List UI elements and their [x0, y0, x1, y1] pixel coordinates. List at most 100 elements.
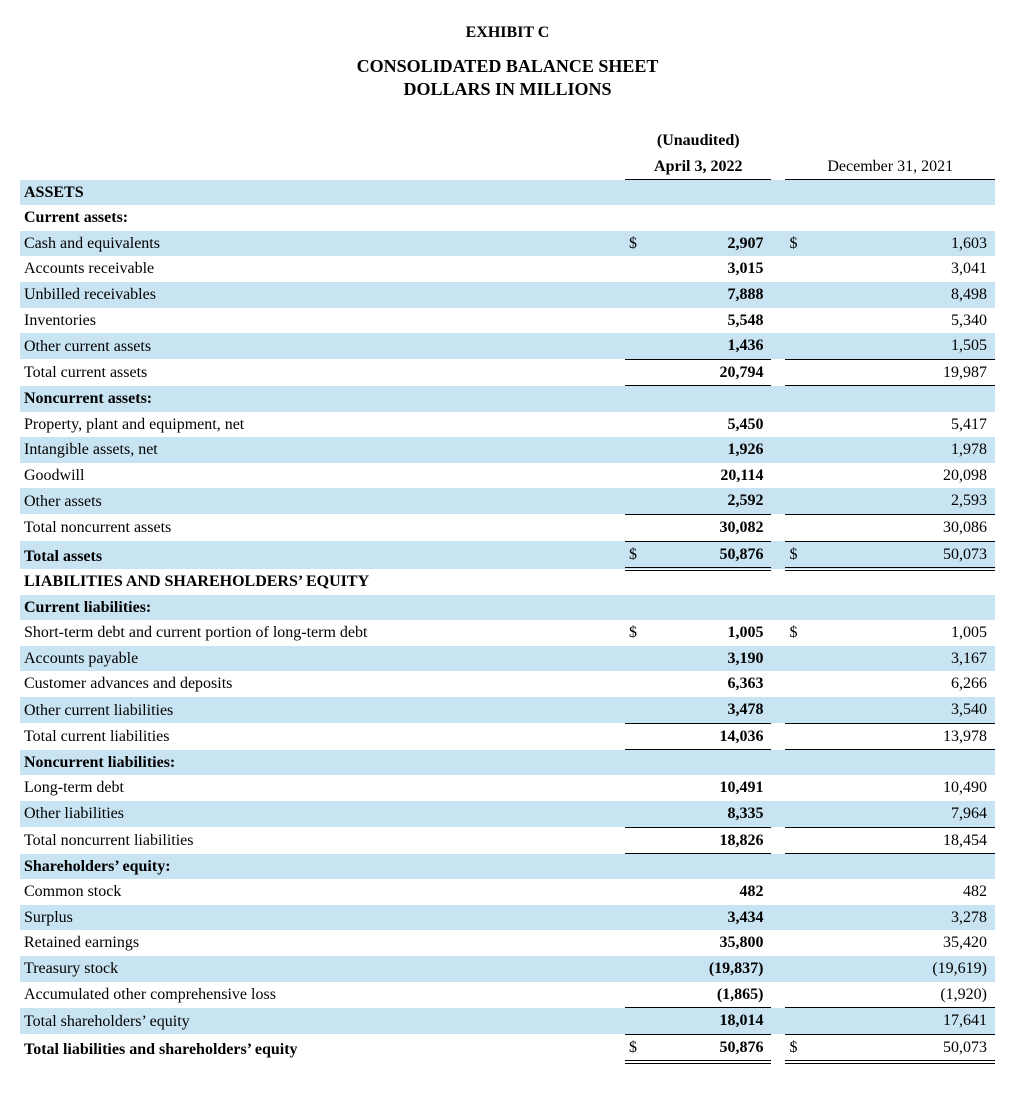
currency-symbol: $: [625, 231, 649, 257]
row-value-1: 50,876: [649, 541, 771, 569]
row-value-2: 20,098: [809, 463, 995, 489]
row-value-1: 20,794: [649, 359, 771, 386]
currency-symbol: $: [785, 620, 809, 646]
row-value-2: 19,987: [809, 359, 995, 386]
row-value-1: 5,450: [649, 412, 771, 438]
row-label: Total noncurrent assets: [20, 514, 625, 541]
row-value-1: 1,436: [649, 333, 771, 359]
row-custadv: Customer advances and deposits 6,363 6,2…: [20, 671, 995, 697]
row-value-2: 1,005: [809, 620, 995, 646]
row-value-1: 5,548: [649, 308, 771, 334]
row-value-1: 14,036: [649, 723, 771, 750]
row-value-2: 482: [809, 879, 995, 905]
row-ts: Treasury stock (19,837) (19,619): [20, 956, 995, 982]
row-value-2: (1,920): [809, 982, 995, 1008]
row-label: Inventories: [20, 308, 625, 334]
row-value-1: 1,926: [649, 437, 771, 463]
row-label: Cash and equivalents: [20, 231, 625, 257]
row-value-2: 5,417: [809, 412, 995, 438]
row-value-2: 3,041: [809, 256, 995, 282]
row-value-1: 7,888: [649, 282, 771, 308]
row-label: Short-term debt and current portion of l…: [20, 620, 625, 646]
row-value-1: 2,907: [649, 231, 771, 257]
sub-title: DOLLARS IN MILLIONS: [20, 79, 995, 100]
row-value-2: (19,619): [809, 956, 995, 982]
row-value-2: 3,167: [809, 646, 995, 672]
row-label: Other liabilities: [20, 801, 625, 827]
section-label: ASSETS: [20, 180, 625, 206]
row-label: Other current liabilities: [20, 697, 625, 723]
section-label: Current assets:: [20, 205, 625, 231]
row-value-1: 50,876: [649, 1034, 771, 1062]
row-tse: Total shareholders’ equity 18,014 17,641: [20, 1008, 995, 1035]
row-ol: Other liabilities 8,335 7,964: [20, 801, 995, 827]
section-label: Noncurrent assets:: [20, 386, 625, 412]
row-value-2: 6,266: [809, 671, 995, 697]
row-cs: Common stock 482 482: [20, 879, 995, 905]
row-value-1: 1,005: [649, 620, 771, 646]
row-value-1: 3,478: [649, 697, 771, 723]
row-label: Goodwill: [20, 463, 625, 489]
row-label: Total shareholders’ equity: [20, 1008, 625, 1035]
row-value-2: 30,086: [809, 514, 995, 541]
row-tcl: Total current liabilities 14,036 13,978: [20, 723, 995, 750]
row-tnl: Total noncurrent liabilities 18,826 18,4…: [20, 827, 995, 854]
main-title: CONSOLIDATED BALANCE SHEET: [20, 56, 995, 77]
row-value-2: 3,540: [809, 697, 995, 723]
row-value-1: 3,015: [649, 256, 771, 282]
row-value-1: 6,363: [649, 671, 771, 697]
currency-symbol: $: [625, 541, 649, 569]
row-value-2: 8,498: [809, 282, 995, 308]
row-label: Property, plant and equipment, net: [20, 412, 625, 438]
col1-header-line1: (Unaudited): [625, 128, 771, 154]
section-current-liab: Current liabilities:: [20, 595, 995, 621]
row-label: Treasury stock: [20, 956, 625, 982]
row-label: Unbilled receivables: [20, 282, 625, 308]
row-label: Customer advances and deposits: [20, 671, 625, 697]
row-value-2: 2,593: [809, 488, 995, 514]
currency-symbol: $: [625, 1034, 649, 1062]
row-value-1: 8,335: [649, 801, 771, 827]
row-label: Retained earnings: [20, 930, 625, 956]
currency-symbol: $: [625, 620, 649, 646]
row-value-2: 1,603: [809, 231, 995, 257]
section-liab-eq: LIABILITIES AND SHAREHOLDERS’ EQUITY: [20, 569, 995, 595]
row-label: Total current liabilities: [20, 723, 625, 750]
row-value-2: 7,964: [809, 801, 995, 827]
row-value-1: 10,491: [649, 775, 771, 801]
row-value-1: (19,837): [649, 956, 771, 982]
row-label: Other assets: [20, 488, 625, 514]
currency-symbol: $: [785, 1034, 809, 1062]
row-value-1: 20,114: [649, 463, 771, 489]
section-label: Noncurrent liabilities:: [20, 750, 625, 776]
row-label: Long-term debt: [20, 775, 625, 801]
row-oca: Other current assets 1,436 1,505: [20, 333, 995, 359]
exhibit-title: EXHIBIT C: [20, 20, 995, 42]
row-label: Total assets: [20, 541, 625, 569]
row-tca: Total current assets 20,794 19,987: [20, 359, 995, 386]
row-inv: Inventories 5,548 5,340: [20, 308, 995, 334]
row-value-1: 18,826: [649, 827, 771, 854]
row-aoci: Accumulated other comprehensive loss (1,…: [20, 982, 995, 1008]
row-intang: Intangible assets, net 1,926 1,978: [20, 437, 995, 463]
row-oa: Other assets 2,592 2,593: [20, 488, 995, 514]
row-value-1: 3,434: [649, 905, 771, 931]
section-label: LIABILITIES AND SHAREHOLDERS’ EQUITY: [20, 569, 625, 595]
row-ltd: Long-term debt 10,491 10,490: [20, 775, 995, 801]
row-ppe: Property, plant and equipment, net 5,450…: [20, 412, 995, 438]
row-value-2: 3,278: [809, 905, 995, 931]
row-std: Short-term debt and current portion of l…: [20, 620, 995, 646]
section-current-assets: Current assets:: [20, 205, 995, 231]
row-value-2: 13,978: [809, 723, 995, 750]
row-value-2: 1,505: [809, 333, 995, 359]
row-tna: Total noncurrent assets 30,082 30,086: [20, 514, 995, 541]
row-label: Total current assets: [20, 359, 625, 386]
section-label: Shareholders’ equity:: [20, 854, 625, 880]
row-label: Surplus: [20, 905, 625, 931]
balance-sheet-table: (Unaudited) April 3, 2022 December 31, 2…: [20, 128, 995, 1064]
row-value-2: 17,641: [809, 1008, 995, 1035]
row-label: Total liabilities and shareholders’ equi…: [20, 1034, 625, 1062]
currency-symbol: $: [785, 231, 809, 257]
row-value-1: 2,592: [649, 488, 771, 514]
row-re: Retained earnings 35,800 35,420: [20, 930, 995, 956]
